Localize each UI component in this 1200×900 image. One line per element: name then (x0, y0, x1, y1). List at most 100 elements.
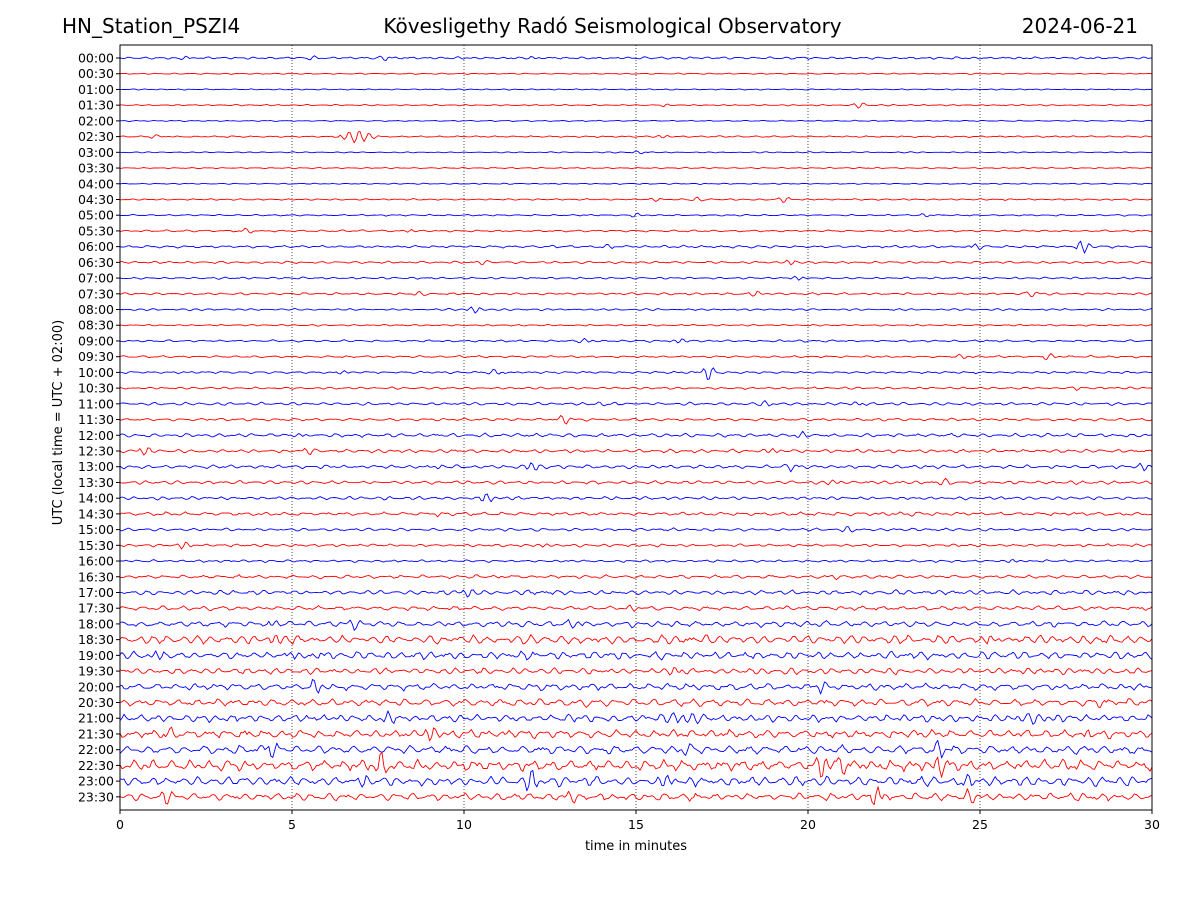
y-tick-label: 21:30 (78, 726, 114, 741)
x-tick-label: 0 (116, 817, 124, 832)
y-tick-label: 17:30 (78, 601, 114, 616)
y-tick-label: 13:30 (78, 475, 114, 490)
y-tick-label: 06:00 (78, 239, 114, 254)
y-tick-labels: 00:0000:3001:0001:3002:0002:3003:0003:30… (78, 51, 120, 804)
seismogram-trace (119, 182, 1153, 185)
seismogram-trace (119, 634, 1153, 645)
seismogram-trace (119, 650, 1153, 661)
y-tick-label: 14:30 (78, 506, 114, 521)
y-tick-label: 09:30 (78, 349, 114, 364)
x-ticks: 0 5 10 15 20 25 30 (116, 810, 1160, 832)
seismogram-trace (119, 462, 1153, 473)
seismogram-trace (119, 227, 1153, 234)
seismogram-trace (119, 619, 1153, 631)
seismogram-trace (119, 604, 1153, 612)
seismogram-trace (119, 367, 1153, 380)
y-tick-label: 12:30 (78, 444, 114, 459)
y-tick-label: 22:30 (78, 758, 114, 773)
seismogram-trace (119, 415, 1153, 425)
y-tick-label: 01:30 (78, 98, 114, 113)
y-tick-label: 08:00 (78, 302, 114, 317)
seismogram-trace (119, 430, 1153, 438)
y-tick-label: 02:00 (78, 113, 114, 128)
seismogram-trace (119, 275, 1153, 281)
seismogram-trace (119, 526, 1153, 533)
seismogram-trace (119, 574, 1153, 581)
x-axis-label: time in minutes (585, 839, 687, 854)
seismogram-trace (119, 323, 1153, 327)
y-tick-label: 06:30 (78, 255, 114, 270)
y-tick-label: 03:00 (78, 145, 114, 160)
y-tick-label: 05:30 (78, 223, 114, 238)
seismogram-trace (119, 786, 1153, 806)
seismogram-trace (119, 400, 1153, 407)
x-tick-label: 20 (800, 817, 816, 832)
y-tick-label: 04:30 (78, 192, 114, 207)
y-tick-label: 18:00 (78, 616, 114, 631)
y-tick-label: 23:00 (78, 774, 114, 789)
seismogram-trace (119, 511, 1152, 518)
x-tick-label: 10 (456, 817, 472, 832)
record-date: 2024-06-21 (1021, 14, 1138, 38)
y-tick-label: 08:30 (78, 318, 114, 333)
seismogram-trace (119, 679, 1153, 695)
seismogram-trace (119, 290, 1153, 298)
seismogram-trace (119, 259, 1153, 266)
y-tick-label: 13:00 (78, 459, 114, 474)
x-tick-label: 30 (1144, 817, 1160, 832)
y-tick-label: 16:30 (78, 569, 114, 584)
y-tick-label: 20:00 (78, 679, 114, 694)
x-tick-label: 15 (628, 817, 644, 832)
y-tick-label: 19:00 (78, 648, 114, 663)
station-name: HN_Station_PSZI4 (62, 14, 241, 38)
y-tick-label: 22:00 (78, 742, 114, 757)
seismogram-trace (119, 166, 1153, 170)
y-tick-label: 07:00 (78, 271, 114, 286)
seismogram-trace (120, 559, 1153, 563)
y-tick-label: 14:00 (78, 491, 114, 506)
y-tick-label: 23:30 (78, 789, 114, 804)
y-tick-label: 19:30 (78, 664, 114, 679)
seismogram-trace (119, 150, 1153, 155)
y-tick-label: 12:00 (78, 428, 114, 443)
seismogram-trace (119, 739, 1153, 759)
y-tick-label: 00:30 (78, 66, 114, 81)
plot-frame (119, 44, 1153, 811)
seismogram-trace (119, 337, 1153, 344)
y-tick-label: 09:00 (78, 333, 114, 348)
seismogram-trace (119, 102, 1153, 109)
seismogram-trace (120, 589, 1153, 598)
seismogram-trace (119, 770, 1153, 792)
y-tick-label: 18:30 (78, 632, 114, 647)
y-tick-label: 11:00 (78, 396, 114, 411)
y-axis-label: UTC (local time = UTC + 02:00) (51, 320, 66, 525)
seismogram-trace (119, 240, 1153, 254)
y-tick-label: 17:00 (78, 585, 114, 600)
seismogram-trace (119, 710, 1153, 725)
y-tick-label: 02:30 (78, 129, 114, 144)
y-tick-label: 20:30 (78, 695, 114, 710)
seismogram-trace (119, 541, 1153, 550)
y-tick-label: 07:30 (78, 286, 114, 301)
seismogram-trace (119, 353, 1152, 360)
y-tick-label: 15:30 (78, 538, 114, 553)
y-tick-label: 21:00 (78, 711, 114, 726)
seismogram-trace (119, 212, 1153, 218)
y-tick-label: 10:30 (78, 381, 114, 396)
seismogram-trace (119, 667, 1153, 676)
seismogram-trace (119, 726, 1153, 742)
y-tick-label: 03:30 (78, 161, 114, 176)
seismogram-trace (119, 72, 1153, 75)
y-tick-label: 16:00 (78, 554, 114, 569)
y-tick-label: 15:00 (78, 522, 114, 537)
seismogram-traces (119, 55, 1153, 806)
y-tick-label: 05:00 (78, 208, 114, 223)
seismogram-trace (119, 196, 1153, 203)
seismogram-trace (119, 751, 1153, 778)
y-tick-label: 00:00 (78, 51, 114, 66)
x-tick-label: 5 (288, 817, 296, 832)
observatory-title: Kövesligethy Radó Seismological Observat… (383, 14, 842, 38)
seismogram-trace (119, 386, 1153, 391)
y-tick-label: 10:00 (78, 365, 114, 380)
